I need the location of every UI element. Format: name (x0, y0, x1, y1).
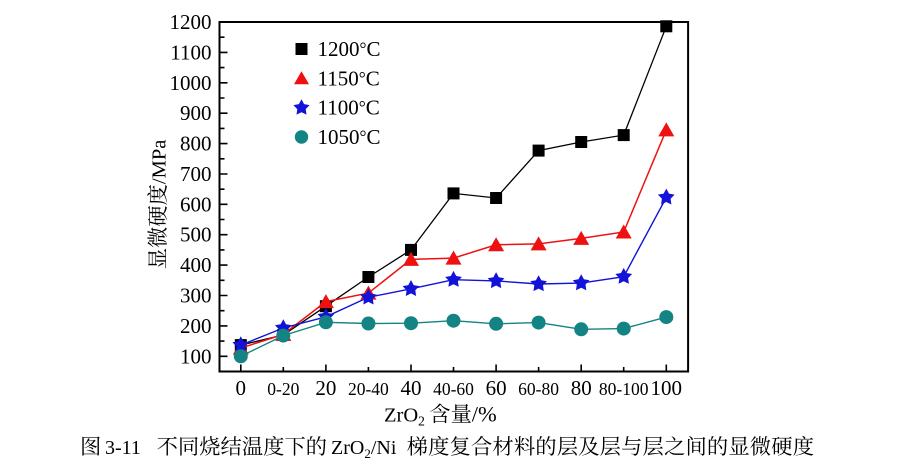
svg-text:700: 700 (180, 162, 212, 186)
svg-text:0-20: 0-20 (267, 379, 299, 399)
svg-text:80-100: 80-100 (599, 379, 649, 399)
svg-text:60-80: 60-80 (518, 379, 559, 399)
svg-text:900: 900 (180, 101, 212, 125)
svg-text:40-60: 40-60 (433, 379, 474, 399)
svg-text:500: 500 (180, 223, 212, 247)
svg-text:1000: 1000 (170, 71, 212, 95)
svg-text:3-11: 3-11 (105, 437, 141, 459)
svg-text:1100°C: 1100°C (318, 96, 380, 120)
svg-text:60: 60 (486, 376, 507, 400)
svg-text:200: 200 (180, 314, 212, 338)
svg-text:20: 20 (315, 376, 336, 400)
svg-text:/MPa: /MPa (148, 140, 170, 184)
svg-text:600: 600 (180, 192, 212, 216)
svg-text:ZrO2/Ni: ZrO2/Ni (331, 437, 397, 461)
svg-text:1100: 1100 (170, 40, 211, 64)
svg-text:80: 80 (571, 376, 592, 400)
svg-text:1150°C: 1150°C (318, 66, 380, 90)
svg-text:100: 100 (180, 344, 212, 368)
svg-text:100: 100 (651, 376, 683, 400)
svg-text:400: 400 (180, 253, 212, 277)
svg-text:40: 40 (401, 376, 422, 400)
svg-text:1050°C: 1050°C (318, 125, 381, 149)
svg-text:1200°C: 1200°C (318, 37, 381, 61)
svg-text:300: 300 (180, 284, 212, 308)
svg-text:ZrO2: ZrO2 (384, 405, 425, 429)
svg-text:/%: /% (472, 402, 497, 427)
svg-text:800: 800 (180, 132, 212, 156)
svg-text:20-40: 20-40 (348, 379, 389, 399)
svg-text:0: 0 (236, 376, 247, 400)
svg-text:1200: 1200 (170, 10, 212, 34)
